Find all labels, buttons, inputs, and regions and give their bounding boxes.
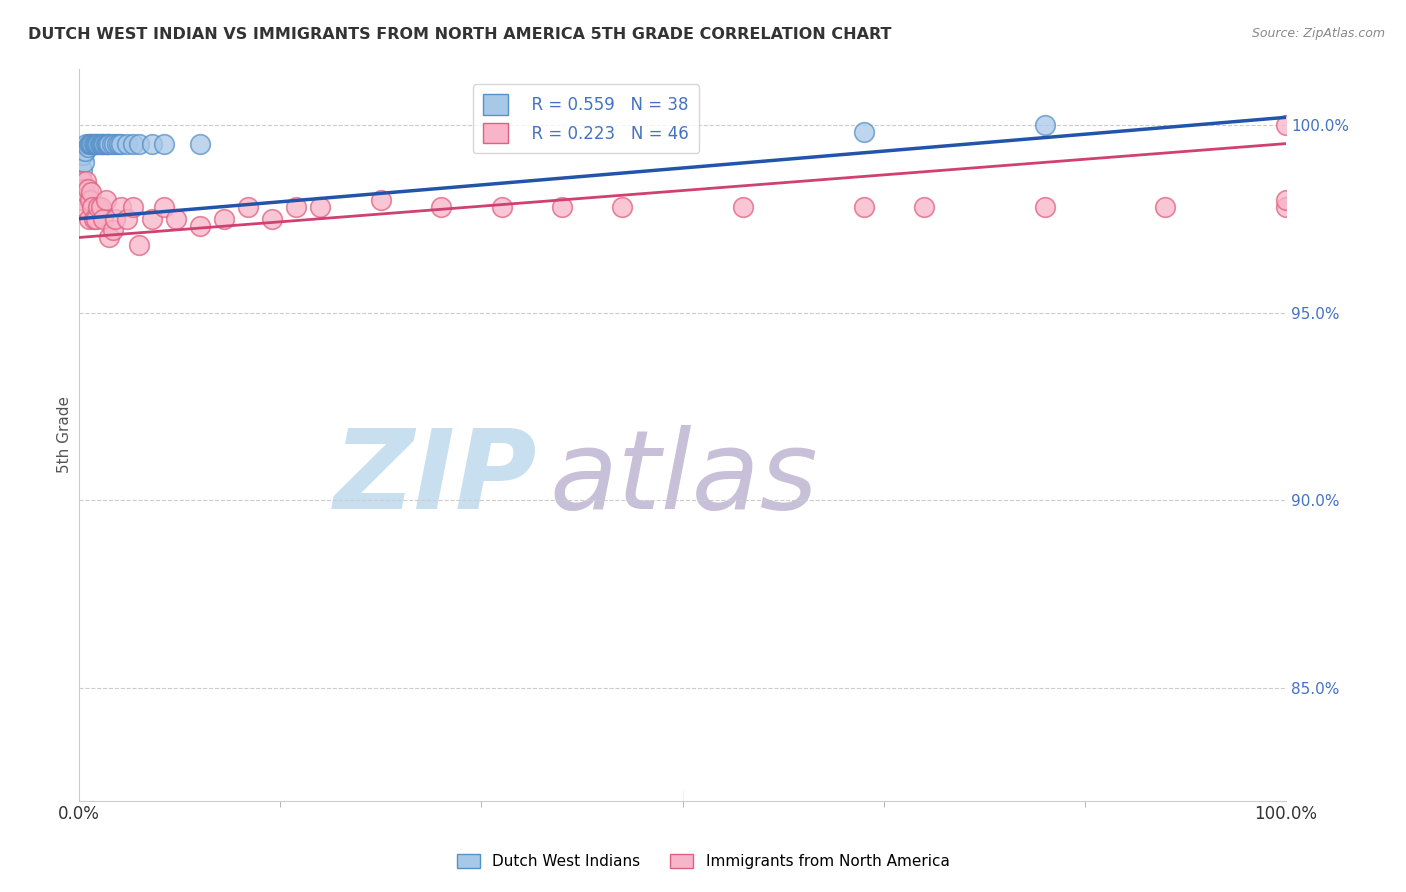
Point xyxy=(98,136,121,151)
Text: Source: ZipAtlas.com: Source: ZipAtlas.com xyxy=(1251,27,1385,40)
Point xyxy=(430,201,453,215)
Point xyxy=(79,193,101,207)
Point xyxy=(165,211,187,226)
Point xyxy=(80,136,103,151)
Text: DUTCH WEST INDIAN VS IMMIGRANTS FROM NORTH AMERICA 5TH GRADE CORRELATION CHART: DUTCH WEST INDIAN VS IMMIGRANTS FROM NOR… xyxy=(28,27,891,42)
Point xyxy=(82,136,104,151)
Point xyxy=(370,193,392,207)
Point xyxy=(91,136,114,151)
Point xyxy=(86,136,108,151)
Point xyxy=(731,201,754,215)
Legend: Dutch West Indians, Immigrants from North America: Dutch West Indians, Immigrants from Nort… xyxy=(450,848,956,875)
Point xyxy=(122,201,145,215)
Point xyxy=(491,201,513,215)
Point xyxy=(1275,193,1298,207)
Point xyxy=(73,155,96,169)
Point xyxy=(285,201,308,215)
Point xyxy=(141,211,163,226)
Point xyxy=(1275,201,1298,215)
Point xyxy=(104,211,127,226)
Point xyxy=(852,201,875,215)
Point xyxy=(117,136,139,151)
Point xyxy=(69,174,91,188)
Point xyxy=(98,230,121,244)
Point xyxy=(73,201,96,215)
Point xyxy=(188,136,211,151)
Point xyxy=(75,144,97,158)
Point xyxy=(82,201,104,215)
Point xyxy=(90,201,112,215)
Point xyxy=(1275,118,1298,132)
Point xyxy=(79,136,101,151)
Point xyxy=(105,136,128,151)
Point xyxy=(152,201,174,215)
Point xyxy=(76,182,98,196)
Point xyxy=(103,136,125,151)
Point xyxy=(1154,201,1177,215)
Point xyxy=(612,201,634,215)
Point xyxy=(212,211,235,226)
Point xyxy=(91,136,114,151)
Point xyxy=(188,219,211,234)
Point xyxy=(152,136,174,151)
Point xyxy=(70,174,93,188)
Text: ZIP: ZIP xyxy=(335,425,537,532)
Point xyxy=(128,136,150,151)
Point xyxy=(72,148,94,162)
Point xyxy=(91,211,114,226)
Point xyxy=(912,201,935,215)
Point xyxy=(84,136,107,151)
Point xyxy=(117,211,139,226)
Point xyxy=(87,201,110,215)
Point xyxy=(77,136,100,151)
Point xyxy=(90,136,112,151)
Point xyxy=(100,136,122,151)
Point xyxy=(128,238,150,252)
Point xyxy=(89,136,111,151)
Point xyxy=(97,136,120,151)
Point xyxy=(83,136,105,151)
Point xyxy=(94,136,117,151)
Point xyxy=(122,136,145,151)
Point xyxy=(76,140,98,154)
Point xyxy=(551,201,574,215)
Point xyxy=(77,211,100,226)
Point xyxy=(75,174,97,188)
Point xyxy=(141,136,163,151)
Point xyxy=(72,182,94,196)
Point xyxy=(110,136,132,151)
Point xyxy=(236,201,259,215)
Point xyxy=(309,201,332,215)
Point xyxy=(1033,118,1056,132)
Point xyxy=(262,211,284,226)
Point xyxy=(87,136,110,151)
Point xyxy=(80,186,103,200)
Point xyxy=(110,201,132,215)
Point xyxy=(108,136,131,151)
Point xyxy=(94,193,117,207)
Point xyxy=(84,211,107,226)
Point xyxy=(83,211,105,226)
Point xyxy=(83,136,105,151)
Point xyxy=(75,186,97,200)
Text: atlas: atlas xyxy=(550,425,818,532)
Y-axis label: 5th Grade: 5th Grade xyxy=(58,396,72,473)
Point xyxy=(101,223,124,237)
Point xyxy=(96,136,118,151)
Point xyxy=(75,136,97,151)
Point xyxy=(70,162,93,177)
Legend:   R = 0.559   N = 38,   R = 0.223   N = 46: R = 0.559 N = 38, R = 0.223 N = 46 xyxy=(472,84,699,153)
Point xyxy=(69,193,91,207)
Point xyxy=(93,136,115,151)
Point xyxy=(1033,201,1056,215)
Point xyxy=(852,125,875,139)
